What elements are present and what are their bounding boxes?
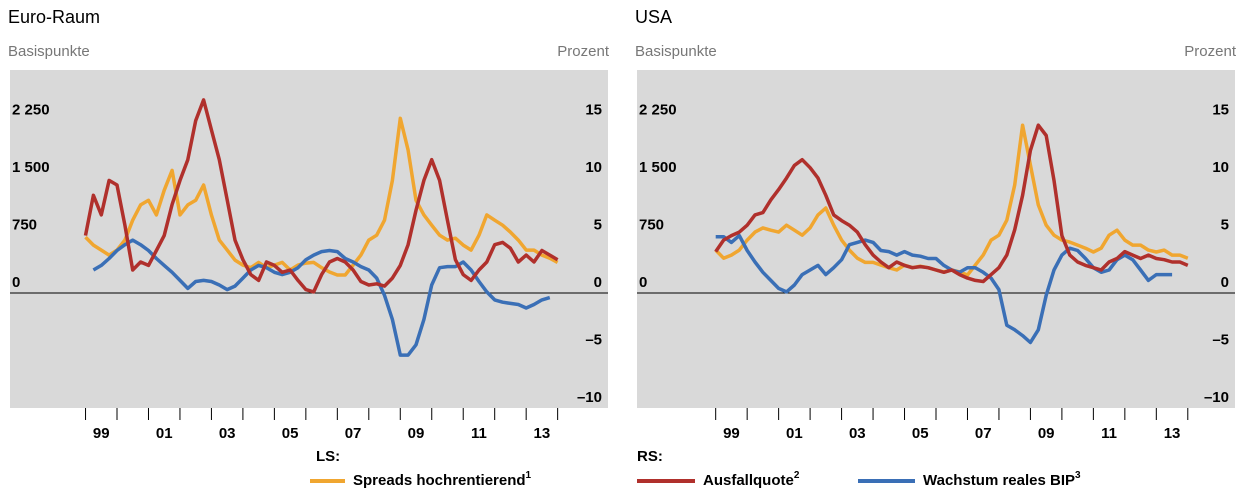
x-tick-label: 99 [723,425,740,442]
legend-group-label: LS: [316,448,340,465]
y2-tick-label: 15 [1212,102,1229,119]
x-tick-label: 11 [1101,425,1117,442]
y2-tick-label: 15 [585,102,602,119]
y2-tick-label: 0 [1221,274,1229,291]
y2-tick-label: 10 [585,159,602,176]
y-axis-label: Basispunkte [635,43,717,60]
y2-tick-label: 5 [594,217,602,234]
y-tick-label: 0 [639,274,647,291]
y2-tick-label: –10 [577,389,602,406]
y2-tick-label: –5 [1212,331,1229,348]
legend-name: Ausfallquote [703,472,794,489]
y2-tick-label: 5 [1221,217,1229,234]
y-tick-label: 750 [639,217,664,234]
x-tick-label: 13 [1164,425,1181,442]
panel-title: USA [635,7,672,27]
x-tick-label: 13 [534,425,551,442]
x-tick-label: 11 [471,425,487,442]
x-tick-label: 05 [912,425,929,442]
x-tick-label: 01 [156,425,173,442]
y-tick-label: 1 500 [639,159,677,176]
x-tick-label: 03 [849,425,866,442]
y2-tick-label: 10 [1212,159,1229,176]
y2-tick-label: 0 [594,274,602,291]
legend-entry: Spreads hochrentierend1 [353,470,532,489]
y-tick-label: 0 [12,274,20,291]
y-tick-label: 750 [12,217,37,234]
legend-name: Spreads hochrentierend [353,472,526,489]
x-tick-label: 07 [975,425,992,442]
legend-name: Wachstum reales BIP [923,472,1075,489]
x-tick-label: 01 [786,425,803,442]
x-tick-label: 05 [282,425,299,442]
series-line [83,98,559,294]
plot-area [10,70,608,408]
series-line [92,238,551,357]
legend-footnote: 3 [1075,470,1081,481]
x-tick-label: 03 [219,425,236,442]
series-line [84,116,559,277]
legend-entry: Wachstum reales BIP3 [923,470,1081,489]
x-tick-label: 09 [1038,425,1055,442]
x-tick-label: 09 [408,425,425,442]
y-tick-label: 2 250 [639,102,677,119]
legend-group-label: RS: [637,448,663,465]
x-tick-label: 07 [345,425,362,442]
y-tick-label: 2 250 [12,102,50,119]
y2-axis-label: Prozent [1184,43,1237,60]
y2-axis-label: Prozent [557,43,610,60]
y2-tick-label: –5 [585,331,602,348]
y-tick-label: 1 500 [12,159,50,176]
series-line [714,123,1189,284]
y-axis-label: Basispunkte [8,43,90,60]
y2-tick-label: –10 [1204,389,1229,406]
panel-title: Euro-Raum [8,7,100,27]
legend-entry: Ausfallquote2 [703,470,800,489]
legend-footnote: 2 [794,470,800,481]
legend-footnote: 1 [526,470,532,481]
x-tick-label: 99 [93,425,110,442]
